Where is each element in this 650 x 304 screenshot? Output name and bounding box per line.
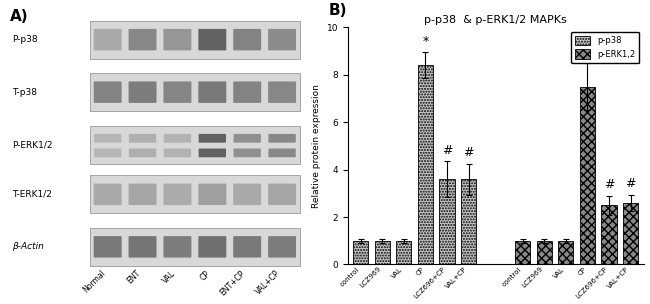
Bar <box>537 241 552 264</box>
FancyBboxPatch shape <box>163 236 191 257</box>
Bar <box>396 241 411 264</box>
Text: #: # <box>442 143 452 157</box>
Bar <box>418 65 433 264</box>
Bar <box>90 228 300 266</box>
FancyBboxPatch shape <box>199 148 226 157</box>
FancyBboxPatch shape <box>164 134 191 143</box>
Text: β-Actin: β-Actin <box>12 242 44 251</box>
Bar <box>580 87 595 264</box>
Bar <box>353 241 369 264</box>
Text: A): A) <box>10 9 28 24</box>
Bar <box>439 179 454 264</box>
Text: B): B) <box>328 3 346 18</box>
FancyBboxPatch shape <box>129 81 157 103</box>
Legend: p-p38, p-ERK1,2: p-p38, p-ERK1,2 <box>571 32 640 63</box>
Title: p-p38  & p-ERK1/2 MAPKs: p-p38 & p-ERK1/2 MAPKs <box>424 15 567 25</box>
Text: T-ERK1/2: T-ERK1/2 <box>12 190 53 199</box>
Text: P-ERK1/2: P-ERK1/2 <box>12 140 53 149</box>
FancyBboxPatch shape <box>163 184 191 205</box>
FancyBboxPatch shape <box>164 148 191 157</box>
Text: #: # <box>604 178 614 191</box>
FancyBboxPatch shape <box>163 29 191 50</box>
FancyBboxPatch shape <box>129 148 156 157</box>
FancyBboxPatch shape <box>94 184 122 205</box>
Text: T-p38: T-p38 <box>12 88 38 97</box>
FancyBboxPatch shape <box>198 81 226 103</box>
Text: VAL+CP: VAL+CP <box>254 269 282 297</box>
FancyBboxPatch shape <box>233 134 261 143</box>
FancyBboxPatch shape <box>94 148 122 157</box>
FancyBboxPatch shape <box>233 29 261 50</box>
FancyBboxPatch shape <box>268 134 296 143</box>
Bar <box>515 241 530 264</box>
Bar <box>558 241 573 264</box>
FancyBboxPatch shape <box>129 236 157 257</box>
Text: Normal: Normal <box>82 269 108 295</box>
Bar <box>90 73 300 111</box>
FancyBboxPatch shape <box>268 29 296 50</box>
FancyBboxPatch shape <box>233 148 261 157</box>
FancyBboxPatch shape <box>94 134 122 143</box>
Y-axis label: Relative protein expression: Relative protein expression <box>312 84 321 208</box>
Bar <box>90 126 300 164</box>
FancyBboxPatch shape <box>268 236 296 257</box>
FancyBboxPatch shape <box>163 81 191 103</box>
Text: ENT+CP: ENT+CP <box>218 269 247 297</box>
FancyBboxPatch shape <box>233 81 261 103</box>
FancyBboxPatch shape <box>94 29 122 50</box>
FancyBboxPatch shape <box>199 134 226 143</box>
Text: *: * <box>584 45 590 58</box>
FancyBboxPatch shape <box>268 81 296 103</box>
Text: ENT: ENT <box>125 269 142 286</box>
FancyBboxPatch shape <box>198 184 226 205</box>
FancyBboxPatch shape <box>268 148 296 157</box>
FancyBboxPatch shape <box>94 81 122 103</box>
FancyBboxPatch shape <box>233 184 261 205</box>
FancyBboxPatch shape <box>198 236 226 257</box>
Bar <box>90 21 300 59</box>
Text: P-p38: P-p38 <box>12 35 38 44</box>
Bar <box>601 205 616 264</box>
Bar <box>90 175 300 213</box>
Text: #: # <box>463 146 474 159</box>
Bar <box>461 179 476 264</box>
Text: #: # <box>625 177 636 190</box>
FancyBboxPatch shape <box>198 29 226 50</box>
Text: *: * <box>422 35 428 47</box>
FancyBboxPatch shape <box>129 134 156 143</box>
Bar <box>623 203 638 264</box>
Text: VAL: VAL <box>161 269 177 285</box>
FancyBboxPatch shape <box>233 236 261 257</box>
FancyBboxPatch shape <box>94 236 122 257</box>
Text: CP: CP <box>199 269 213 282</box>
FancyBboxPatch shape <box>268 184 296 205</box>
FancyBboxPatch shape <box>129 184 157 205</box>
Bar <box>375 241 390 264</box>
FancyBboxPatch shape <box>129 29 157 50</box>
